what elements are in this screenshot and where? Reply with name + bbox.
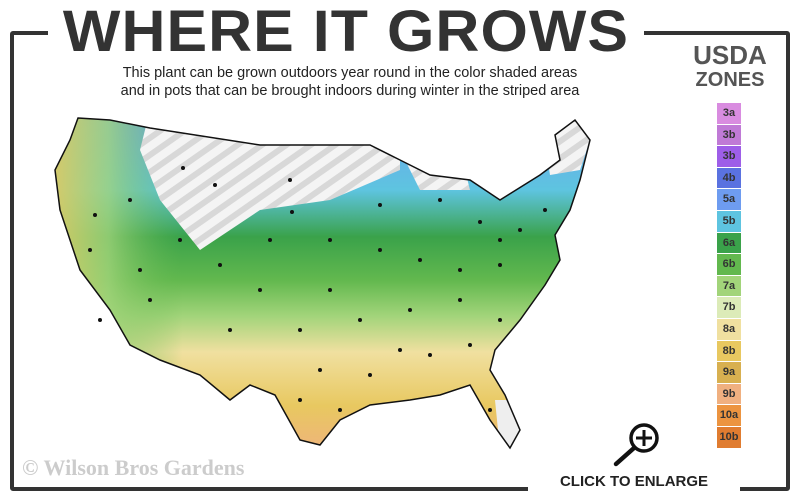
city-dot [298,398,302,402]
city-dot [458,268,462,272]
city-dot [498,238,502,242]
legend-zone-7b: 7b [717,297,741,318]
city-dot [138,268,142,272]
city-dot [178,238,182,242]
city-dot [258,288,262,292]
legend-zone-9a: 9a [717,362,741,383]
city-dot [148,298,152,302]
legend-zone-10b: 10b [717,426,741,448]
city-dot [378,203,382,207]
city-dot [288,178,292,182]
city-dot [338,408,342,412]
legend-zone-5b: 5b [717,210,741,232]
legend-zone-7a: 7a [717,275,741,297]
city-dot [268,238,272,242]
title-backdrop [48,0,644,62]
zone-legend: 3a 3b 3b 4b 5a 5b 6a 6b 7a 7b 8a 8b 9a 9b 10a 10b [717,103,741,449]
legend-heading-zones: ZONES [695,69,765,91]
city-dot [290,210,294,214]
city-dot [98,318,102,322]
legend-zone-4b: 4b [717,167,741,189]
subtitle-line-1: This plant can be grown outdoors year ro… [122,65,578,81]
city-dot [298,328,302,332]
legend-zone-9b: 9b [717,383,741,405]
enlarge-backdrop [528,470,740,500]
legend-heading-usda: USDA [693,40,767,70]
city-dot [181,166,185,170]
legend-zone-8b: 8b [717,340,741,362]
city-dot [368,373,372,377]
city-dot [328,238,332,242]
city-dot [518,228,522,232]
city-dot [88,248,92,252]
legend-heading: USDA ZONES [680,42,780,90]
city-dot [458,298,462,302]
city-dot [478,220,482,224]
subtitle-line-2: and in pots that can be brought indoors … [120,83,580,99]
city-dot [543,208,547,212]
city-dot [418,258,422,262]
city-dot [358,318,362,322]
city-dot [498,263,502,267]
legend-zone-10a: 10a [717,405,741,426]
city-dot [378,248,382,252]
city-dots [88,166,547,412]
city-dot [318,368,322,372]
legend-zone-3a: 3a [717,103,741,124]
striped-area-maine [540,118,590,175]
city-dot [228,328,232,332]
city-dot [128,198,132,202]
city-dot [498,318,502,322]
legend-zone-6b: 6b [717,254,741,275]
city-dot [428,353,432,357]
city-dot [438,198,442,202]
legend-zone-6a: 6a [717,232,741,254]
magnifier-plus-icon[interactable] [606,420,666,468]
legend-zone-3b: 3b [717,146,741,167]
click-to-enlarge-button[interactable]: CLICK TO ENLARGE [559,473,709,490]
city-dot [468,343,472,347]
city-dot [213,183,217,187]
city-dot [218,263,222,267]
city-dot [93,213,97,217]
legend-zone-5a: 5a [717,189,741,210]
copyright-watermark: © Wilson Bros Gardens [22,455,245,480]
page-title: WHERE IT GROWS [62,0,630,64]
legend-zone-8a: 8a [717,318,741,340]
city-dot [398,348,402,352]
city-dot [328,288,332,292]
city-dot [488,408,492,412]
legend-zone-3b: 3b [717,124,741,146]
city-dot [408,308,412,312]
